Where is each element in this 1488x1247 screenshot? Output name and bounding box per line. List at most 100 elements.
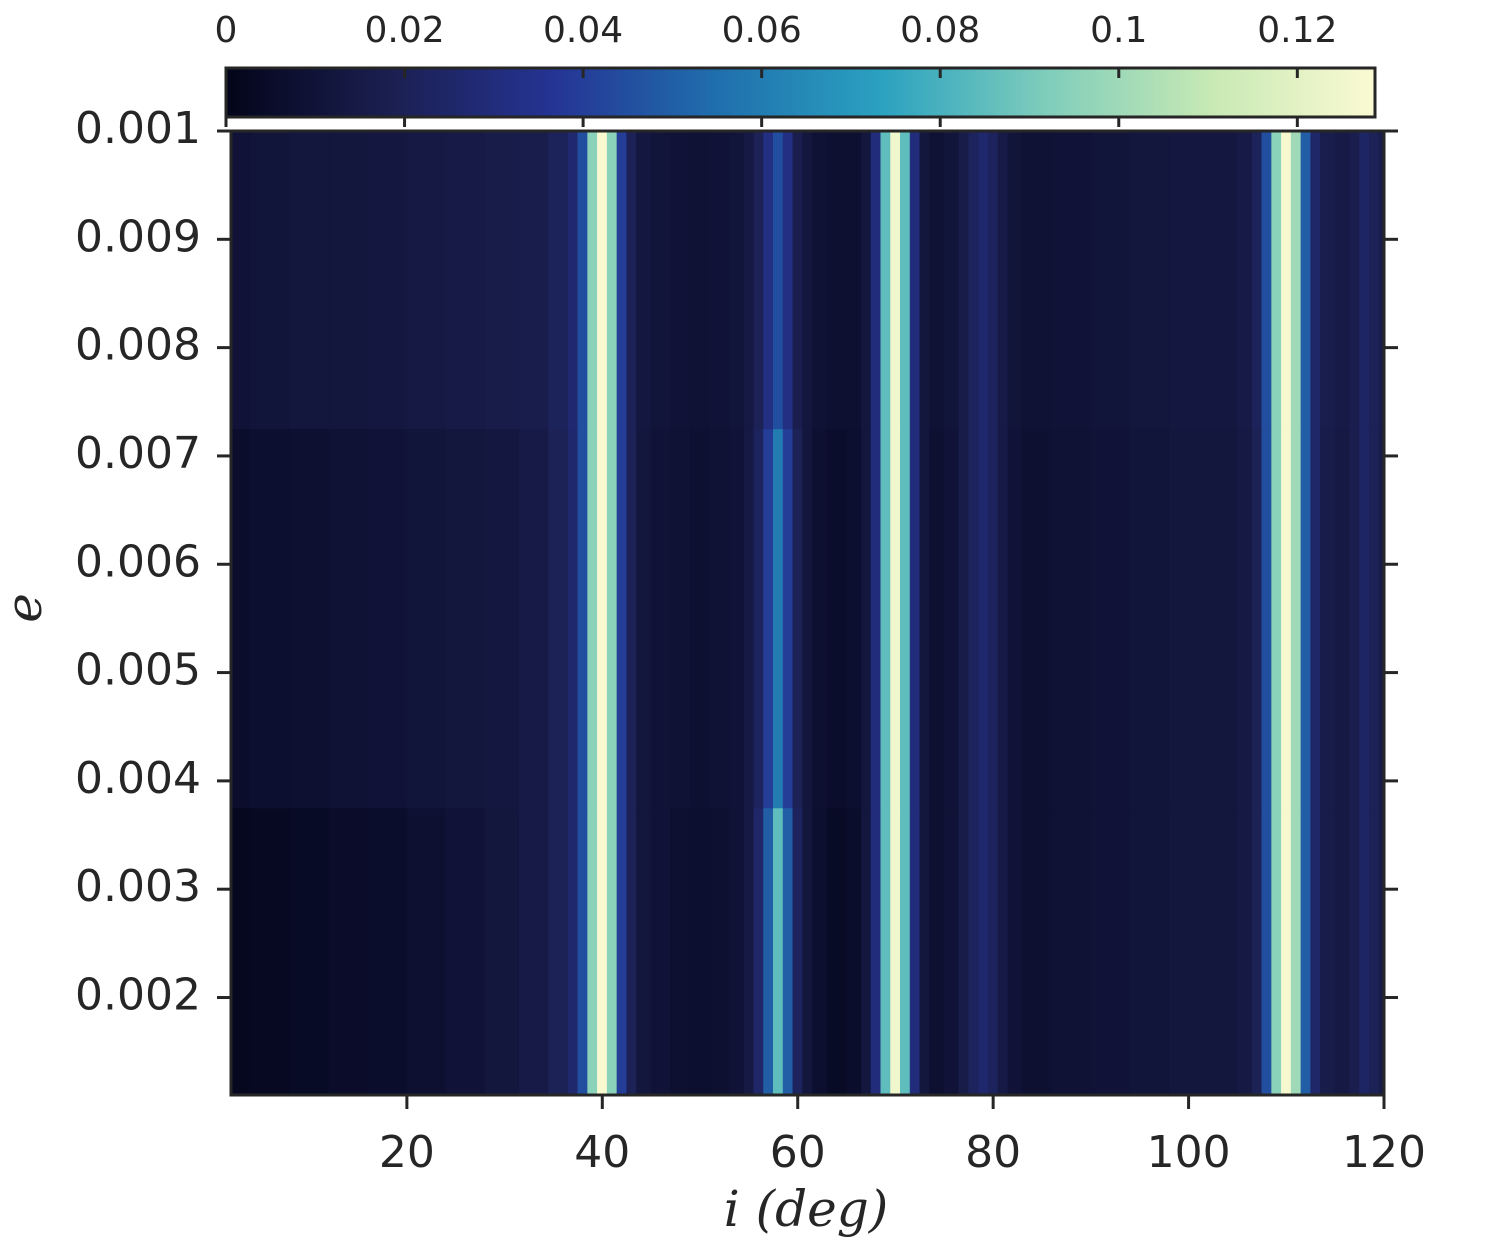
heatmap-cell: [792, 428, 803, 809]
colorbar-tick-label: 0.08: [900, 10, 980, 51]
heatmap-cell: [1271, 807, 1282, 1096]
heatmap-cell: [689, 130, 711, 430]
x-axis-label: i (deg): [724, 1180, 889, 1238]
heatmap-cell: [846, 130, 862, 430]
heatmap-cell: [289, 130, 330, 430]
heatmap-cell: [606, 428, 618, 809]
heatmap-cell: [1251, 130, 1263, 430]
heatmap-cell: [709, 130, 730, 430]
x-tick-label: 40: [574, 1127, 630, 1178]
heatmap-cell: [1271, 130, 1282, 430]
heatmap-cell: [1129, 130, 1170, 430]
heatmap-cell: [1281, 807, 1292, 1096]
heatmap-cell: [1310, 807, 1321, 1096]
heatmap-cell: [567, 428, 579, 809]
heatmap-cell: [1310, 130, 1321, 430]
heatmap-cell: [729, 807, 745, 1096]
heatmap-cell: [1349, 130, 1360, 430]
heatmap-cell: [328, 807, 369, 1096]
heatmap-cell: [929, 807, 945, 1096]
heatmap-cell: [1261, 130, 1272, 430]
heatmap-cell: [577, 807, 588, 1096]
heatmap-cell: [870, 807, 882, 1096]
heatmap-cell: [968, 807, 979, 1096]
heatmap-cell: [1051, 130, 1092, 430]
heatmap-cell: [900, 428, 911, 809]
heatmap-cell: [919, 130, 930, 430]
heatmap-cell: [567, 807, 579, 1096]
heatmap-cell: [997, 807, 1009, 1096]
heatmap-cell: [709, 807, 730, 1096]
heatmap-cell: [1090, 807, 1131, 1096]
heatmap-cell: [1300, 130, 1312, 430]
heatmap-cell: [1290, 428, 1302, 809]
heatmap-cell: [997, 130, 1009, 430]
heatmap-cell: [709, 428, 730, 809]
colorbar-tick-label: 0.02: [364, 10, 444, 51]
heatmap-cell: [1290, 807, 1302, 1096]
heatmap-cell: [518, 807, 549, 1096]
heatmap-cell: [1281, 130, 1292, 430]
heatmap-cell: [958, 428, 970, 809]
heatmap-cell: [1349, 807, 1360, 1096]
heatmap-cell: [987, 807, 999, 1096]
heatmap-cell: [909, 130, 921, 430]
heatmap-cell: [1007, 428, 1023, 809]
heatmap-cell: [870, 130, 882, 430]
heatmap-cell: [289, 807, 330, 1096]
heatmap-cell: [626, 807, 637, 1096]
heatmap-cell: [577, 130, 588, 430]
heatmap-cell: [1129, 428, 1170, 809]
heatmap-cell: [987, 130, 999, 430]
heatmap-cell: [729, 428, 745, 809]
heatmap-cell: [763, 807, 774, 1096]
heatmap-cell: [230, 130, 251, 430]
heatmap-cell: [812, 130, 828, 430]
heatmap-cell: [616, 428, 628, 809]
heatmap-cell: [650, 130, 672, 430]
heatmap-cell: [606, 807, 618, 1096]
heatmap-cell: [900, 807, 911, 1096]
heatmap-cell: [1349, 428, 1360, 809]
heatmap-cell: [406, 807, 447, 1096]
heatmap-cell: [367, 130, 408, 430]
heatmap-cell: [1237, 428, 1253, 809]
heatmap-cell: [958, 130, 970, 430]
colorbar-tick-label: 0: [215, 10, 238, 51]
heatmap-cell: [890, 428, 901, 809]
heatmap-cell: [826, 428, 847, 809]
heatmap-cell: [1237, 130, 1253, 430]
heatmap-cell: [250, 130, 290, 430]
colorbar-tick-label: 0.12: [1257, 10, 1337, 51]
heatmap-cell: [670, 807, 691, 1096]
heatmap-cell: [484, 807, 520, 1096]
heatmap-cell: [890, 807, 901, 1096]
heatmap-cell: [1334, 428, 1351, 809]
heatmap-cell: [929, 428, 945, 809]
heatmap-cell: [1300, 428, 1312, 809]
heatmap-cell: [1300, 807, 1312, 1096]
heatmap-cell: [753, 428, 764, 809]
heatmap-cell: [802, 130, 813, 430]
heatmap-cell: [689, 428, 711, 809]
heatmap-cell: [1320, 428, 1336, 809]
heatmap-cell: [587, 428, 598, 809]
heatmap-cell: [1237, 807, 1253, 1096]
heatmap-cell: [743, 428, 755, 809]
heatmap-cell: [860, 807, 872, 1096]
heatmap-cell: [763, 130, 774, 430]
heatmap-cell: [1334, 130, 1351, 430]
colorbar-tick-label: 0.04: [543, 10, 623, 51]
heatmap-cell: [548, 807, 569, 1096]
heatmap-cell: [929, 130, 945, 430]
heatmap-cell: [1359, 130, 1370, 430]
heatmap-cell: [968, 428, 979, 809]
y-axis-label: e: [0, 593, 53, 623]
heatmap-cell: [1261, 807, 1272, 1096]
y-tick-label: 0.009: [75, 211, 201, 262]
heatmap-cell: [978, 428, 989, 809]
heatmap-cell: [328, 130, 369, 430]
heatmap-cell: [792, 130, 803, 430]
heatmap-cell: [943, 807, 960, 1096]
